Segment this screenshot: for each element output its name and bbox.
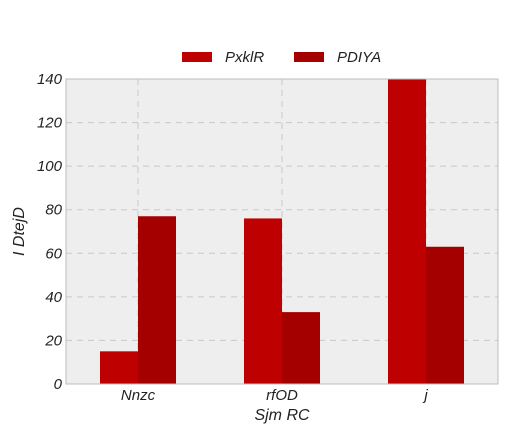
legend-label: PxklR (225, 49, 264, 66)
legend-swatch (182, 52, 212, 62)
bars (100, 79, 464, 384)
x-tick-label: j (422, 387, 428, 404)
bar-series1-2 (388, 79, 426, 384)
y-axis-label: I DtejD (11, 207, 28, 256)
y-tick-label: 20 (44, 332, 62, 349)
y-tick-label: 120 (37, 115, 63, 132)
x-tick-label: Nnzc (121, 387, 156, 404)
y-tick-label: 80 (45, 202, 62, 219)
y-tick-label: 140 (37, 71, 63, 88)
x-axis-ticks: Nnzc rfOD j (121, 387, 428, 404)
y-tick-label: 40 (45, 289, 62, 306)
bar-series1-1 (244, 218, 282, 384)
bar-series2-0 (138, 216, 176, 384)
legend: PxklR PDIYA (182, 49, 381, 66)
legend-label: PDIYA (337, 49, 381, 66)
x-tick-label: rfOD (266, 387, 298, 404)
y-axis-ticks: 0 20 40 60 80 100 120 140 (37, 71, 63, 393)
legend-swatch (294, 52, 324, 62)
y-tick-label: 60 (45, 245, 62, 262)
bar-series2-1 (282, 312, 320, 384)
x-axis-label: Sjm RC (254, 407, 310, 424)
bar-series2-2 (426, 246, 464, 384)
y-tick-label: 100 (37, 158, 63, 175)
bar-series1-0 (100, 351, 138, 384)
plot-frame (65, 78, 499, 385)
y-tick-label: 0 (54, 376, 63, 393)
